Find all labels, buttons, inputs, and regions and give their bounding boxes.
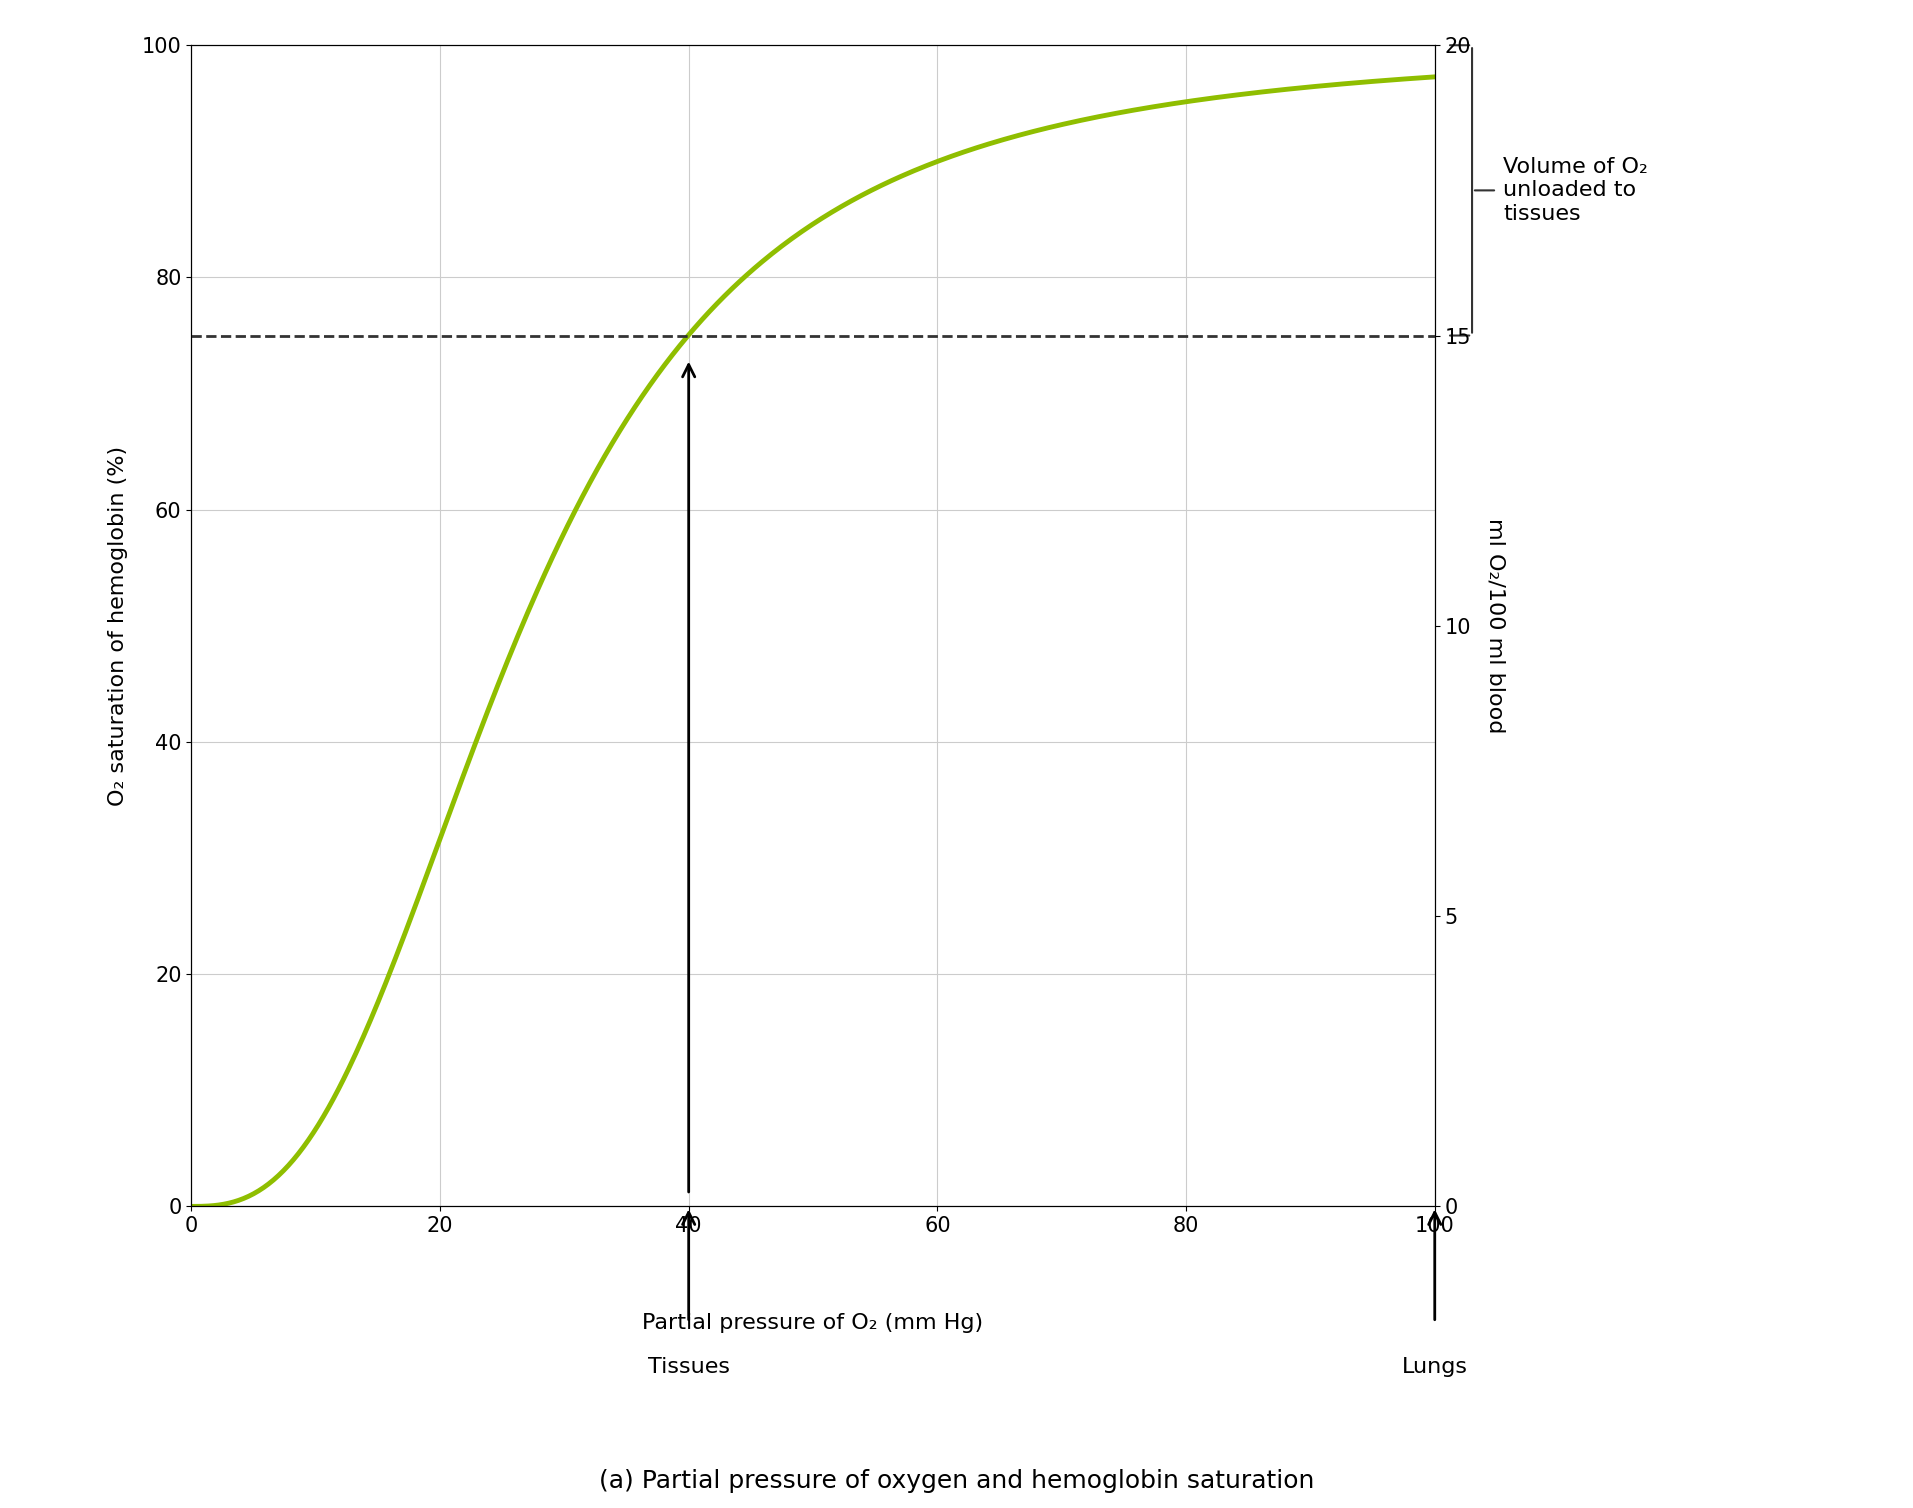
Text: Volume of O₂
unloaded to
tissues: Volume of O₂ unloaded to tissues (1504, 157, 1647, 223)
X-axis label: Partial pressure of O₂ (mm Hg): Partial pressure of O₂ (mm Hg) (643, 1312, 983, 1333)
Text: (a) Partial pressure of oxygen and hemoglobin saturation: (a) Partial pressure of oxygen and hemog… (599, 1469, 1314, 1493)
Y-axis label: O₂ saturation of hemoglobin (%): O₂ saturation of hemoglobin (%) (107, 446, 128, 805)
Y-axis label: ml O₂/100 ml blood: ml O₂/100 ml blood (1486, 519, 1506, 733)
Text: Lungs: Lungs (1402, 1357, 1467, 1377)
Text: Tissues: Tissues (649, 1357, 729, 1377)
